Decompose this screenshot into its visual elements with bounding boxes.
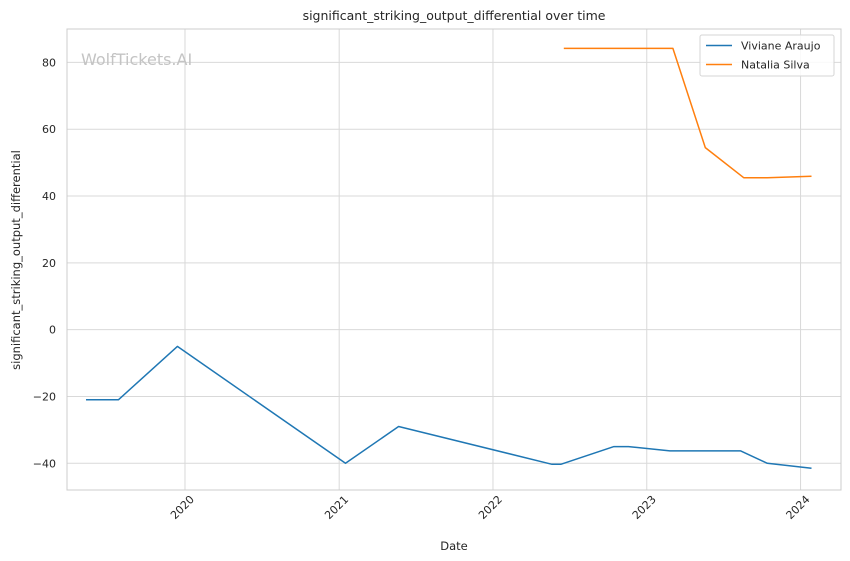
y-axis-label: significant_striking_output_differential [9,150,23,370]
legend-label-natalia-silva: Natalia Silva [741,59,810,72]
x-tick-label: 2023 [630,493,659,522]
x-tick-label: 2022 [476,493,505,522]
legend-box [699,34,835,77]
chart-title: significant_striking_output_differential… [303,8,606,23]
plot-frame [66,28,842,491]
series-lines [86,47,812,470]
y-tick-label: −20 [33,390,56,403]
x-tick-labels: 2020 2021 2022 2023 2024 [168,493,813,522]
x-tick-label: 2021 [322,493,351,522]
series-line-viviane-araujo [86,345,812,470]
y-tick-label: 40 [42,190,56,203]
y-tick-label: 0 [49,324,56,337]
plot-area [67,29,841,490]
y-tick-label: 60 [42,123,56,136]
y-tick-label: 80 [42,56,56,69]
y-tick-label: −40 [33,457,56,470]
legend-label-viviane-araujo: Viviane Araujo [741,40,821,53]
legend: Viviane Araujo Natalia Silva [699,34,835,77]
y-tick-labels: −40 −20 0 20 40 60 80 [33,56,56,470]
series-line-natalia-silva [563,47,812,179]
grid [67,29,841,490]
x-axis-label: Date [440,539,468,553]
watermark: WolfTickets.AI [81,50,192,69]
y-tick-label: 20 [42,257,56,270]
x-tick-label: 2024 [784,493,813,522]
x-tick-label: 2020 [168,493,197,522]
